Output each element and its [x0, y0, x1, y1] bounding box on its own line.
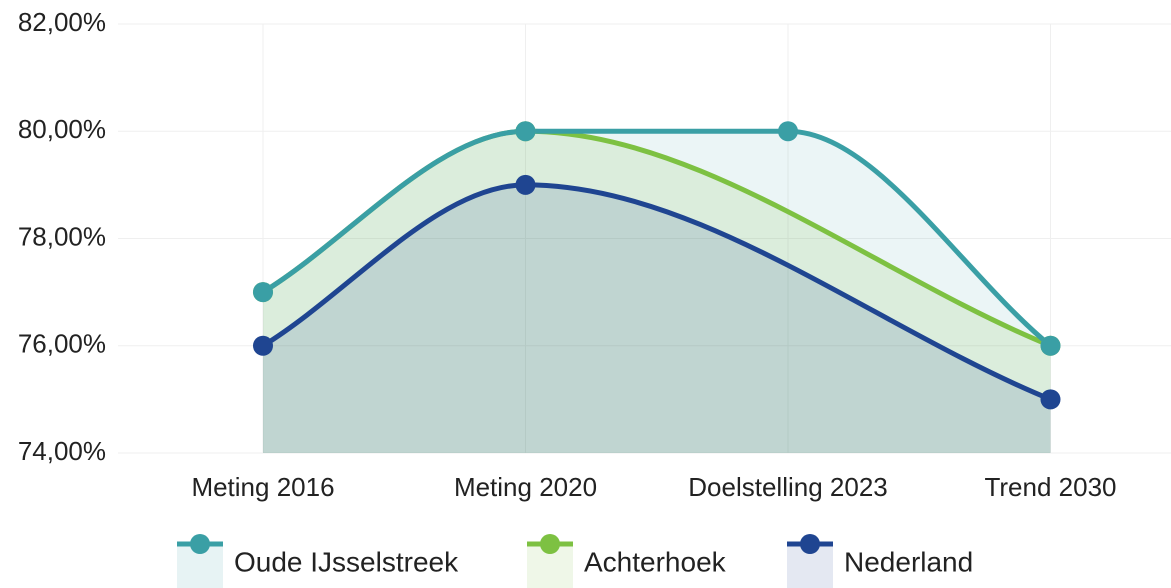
legend-item: Nederland — [787, 534, 973, 588]
area — [263, 131, 1051, 453]
legend-label: Nederland — [844, 546, 973, 577]
point — [515, 121, 536, 142]
x-tick-label: Doelstelling 2023 — [688, 472, 887, 502]
y-tick-label: 78,00% — [18, 221, 106, 251]
legend-label: Achterhoek — [584, 546, 727, 577]
point — [253, 282, 273, 303]
x-tick-label: Meting 2020 — [454, 472, 597, 502]
legend-label: Oude IJsselstreek — [234, 546, 459, 577]
x-tick-label: Trend 2030 — [984, 472, 1116, 502]
y-tick-label: 74,00% — [18, 436, 106, 466]
area — [263, 131, 1051, 453]
legend-item: Oude IJsselstreek — [177, 534, 459, 588]
legend-marker — [190, 534, 210, 554]
point — [778, 121, 798, 142]
line — [261, 128, 1053, 348]
x-tick-label: Meting 2016 — [191, 472, 334, 502]
area — [263, 184, 1051, 453]
point — [1040, 389, 1061, 410]
point — [515, 174, 536, 195]
legend-item: Achterhoek — [527, 534, 727, 588]
legend-marker — [800, 534, 820, 554]
point — [253, 335, 273, 356]
y-tick-label: 76,00% — [18, 329, 106, 359]
line — [261, 182, 1052, 402]
legend-marker — [540, 534, 560, 554]
point — [1040, 335, 1061, 356]
y-tick-label: 82,00% — [18, 7, 106, 37]
y-tick-label: 80,00% — [18, 114, 106, 144]
